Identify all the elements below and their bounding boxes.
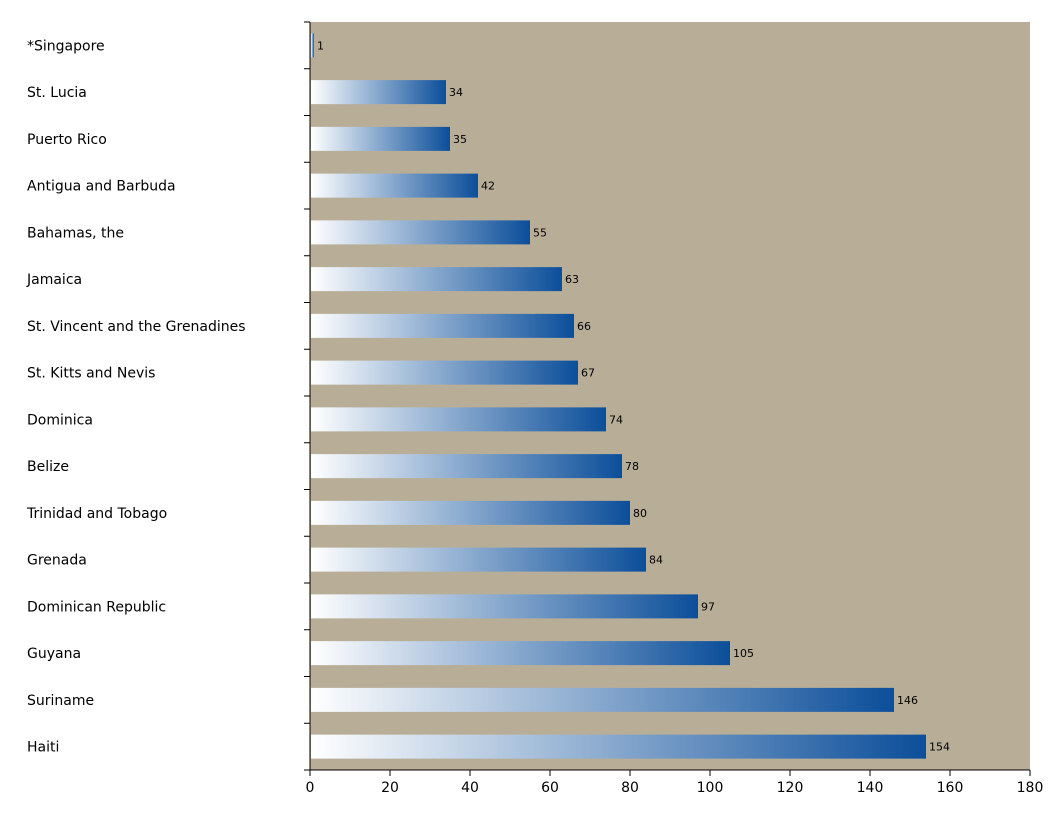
- value-label: 67: [581, 367, 595, 380]
- category-label: St. Vincent and the Grenadines: [27, 319, 246, 335]
- x-tick-label: 20: [381, 780, 399, 796]
- bar: [311, 313, 574, 338]
- value-label: 63: [565, 273, 579, 286]
- x-tick-label: 180: [1017, 780, 1044, 796]
- category-label: St. Kitts and Nevis: [27, 366, 155, 382]
- value-label: 1: [317, 39, 324, 52]
- x-tick-label: 80: [621, 780, 639, 796]
- value-label: 66: [577, 320, 591, 333]
- bar: [311, 454, 622, 479]
- bar: [311, 547, 646, 572]
- bar: [311, 687, 894, 712]
- x-tick-label: 60: [541, 780, 559, 796]
- x-tick-label: 100: [697, 780, 724, 796]
- bars-group: 1 34 35 42 55 63 66 67 74 78 80 84 97 105 146 154: [311, 33, 950, 759]
- value-label: 78: [625, 460, 639, 473]
- category-label: Guyana: [27, 646, 81, 662]
- bar: [311, 500, 630, 525]
- bar: [311, 594, 698, 619]
- category-label: Grenada: [27, 553, 87, 569]
- bar: [311, 267, 562, 292]
- category-label: Dominica: [27, 412, 93, 428]
- category-label: Antigua and Barbuda: [27, 179, 176, 195]
- bar: [311, 33, 314, 58]
- category-label: Haiti: [27, 740, 59, 756]
- bar: [311, 220, 530, 245]
- x-tick-label: 40: [461, 780, 479, 796]
- category-label: Puerto Rico: [27, 132, 107, 148]
- value-label: 154: [929, 741, 950, 754]
- x-tick-label: 160: [937, 780, 964, 796]
- category-label: Suriname: [27, 693, 94, 709]
- value-label: 42: [481, 180, 495, 193]
- axes-group: 0 20 40 60 80 100 120 140 160 180: [304, 21, 1044, 796]
- bar: [311, 407, 606, 432]
- category-label: Dominican Republic: [27, 599, 166, 615]
- value-label: 55: [533, 226, 547, 239]
- category-label: Bahamas, the: [27, 225, 124, 241]
- value-label: 97: [701, 600, 715, 613]
- value-label: 34: [449, 86, 463, 99]
- value-label: 146: [897, 694, 918, 707]
- value-label: 35: [453, 133, 467, 146]
- bar: [311, 80, 446, 105]
- value-label: 105: [733, 647, 754, 660]
- x-tick-label: 0: [306, 780, 315, 796]
- bar: [311, 173, 478, 198]
- bar: [311, 126, 450, 151]
- bar: [311, 734, 926, 759]
- bar: [311, 641, 730, 666]
- category-label: Belize: [27, 459, 69, 475]
- x-tick-label: 140: [857, 780, 884, 796]
- category-label: *Singapore: [27, 38, 105, 54]
- category-labels: *Singapore St. Lucia Puerto Rico Antigua an…: [26, 38, 246, 755]
- category-label: Jamaica: [26, 272, 82, 288]
- value-label: 74: [609, 413, 623, 426]
- category-label: Trinidad and Tobago: [26, 506, 167, 522]
- x-tick-label: 120: [777, 780, 804, 796]
- value-label: 80: [633, 507, 647, 520]
- value-label: 84: [649, 554, 663, 567]
- bar: [311, 360, 578, 385]
- category-label: St. Lucia: [27, 85, 87, 101]
